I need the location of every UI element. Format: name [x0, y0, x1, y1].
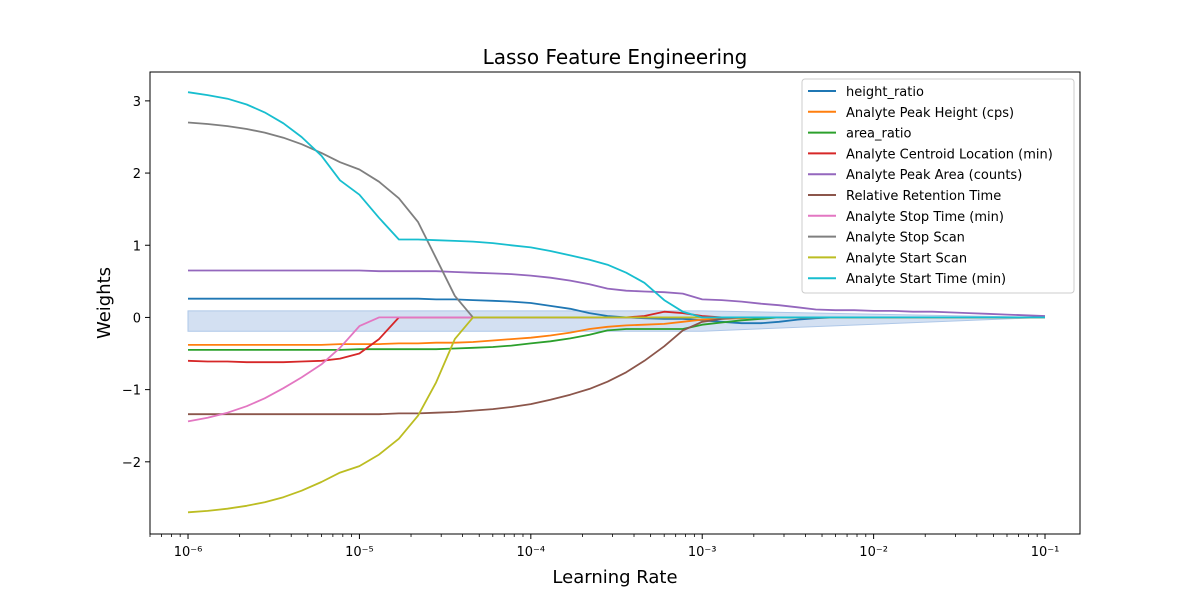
x-tick-label: 10⁻⁶ — [174, 545, 203, 560]
x-axis-ticks: 10⁻⁶ 10⁻⁵ 10⁻⁴ 10⁻³ 10⁻² 10⁻¹ — [149, 534, 1060, 560]
legend-box — [801, 78, 1075, 294]
y-tick-label: 2 — [133, 167, 141, 182]
legend-label: Analyte Stop Scan — [846, 231, 965, 246]
legend-label: Analyte Start Time (min) — [846, 272, 1006, 287]
y-tick-label: −2 — [122, 456, 141, 471]
coefficient-band — [187, 310, 1046, 332]
x-tick-label: 10⁻⁴ — [517, 545, 546, 560]
legend-entries: height_ratio Analyte Peak Height (cps) are… — [808, 85, 1053, 287]
legend-label: Analyte Start Scan — [846, 251, 967, 266]
series-lines — [187, 91, 1046, 514]
legend-label: height_ratio — [846, 85, 924, 100]
x-axis-label: Learning Rate — [552, 567, 677, 588]
y-tick-label: 0 — [133, 311, 141, 326]
series-line-5 — [188, 269, 1046, 317]
x-tick-label: 10⁻³ — [688, 545, 717, 560]
y-axis-label: Weights — [94, 267, 115, 339]
legend-label: Analyte Stop Time (min) — [846, 210, 1004, 225]
y-tick-label: −1 — [122, 384, 141, 399]
legend-label: Relative Retention Time — [846, 189, 1001, 204]
series-line-10 — [187, 91, 1045, 319]
legend-label: Analyte Centroid Location (min) — [846, 147, 1053, 162]
x-tick-label: 10⁻¹ — [1031, 545, 1060, 560]
plot-frame — [149, 71, 1081, 535]
x-tick-label: 10⁻⁵ — [345, 545, 374, 560]
chart-title: Lasso Feature Engineering — [483, 45, 748, 69]
legend-label: Analyte Peak Area (counts) — [846, 168, 1022, 183]
x-tick-label: 10⁻² — [859, 545, 888, 560]
legend-label: area_ratio — [846, 127, 912, 142]
legend-label: Analyte Peak Height (cps) — [846, 106, 1014, 121]
y-axis-ticks: 3 2 1 0 −1 −2 — [122, 95, 150, 471]
legend: height_ratio Analyte Peak Height (cps) are… — [801, 78, 1075, 294]
small-coefficients-band — [187, 310, 1046, 332]
y-tick-label: 1 — [133, 239, 141, 254]
y-tick-label: 3 — [133, 95, 141, 110]
